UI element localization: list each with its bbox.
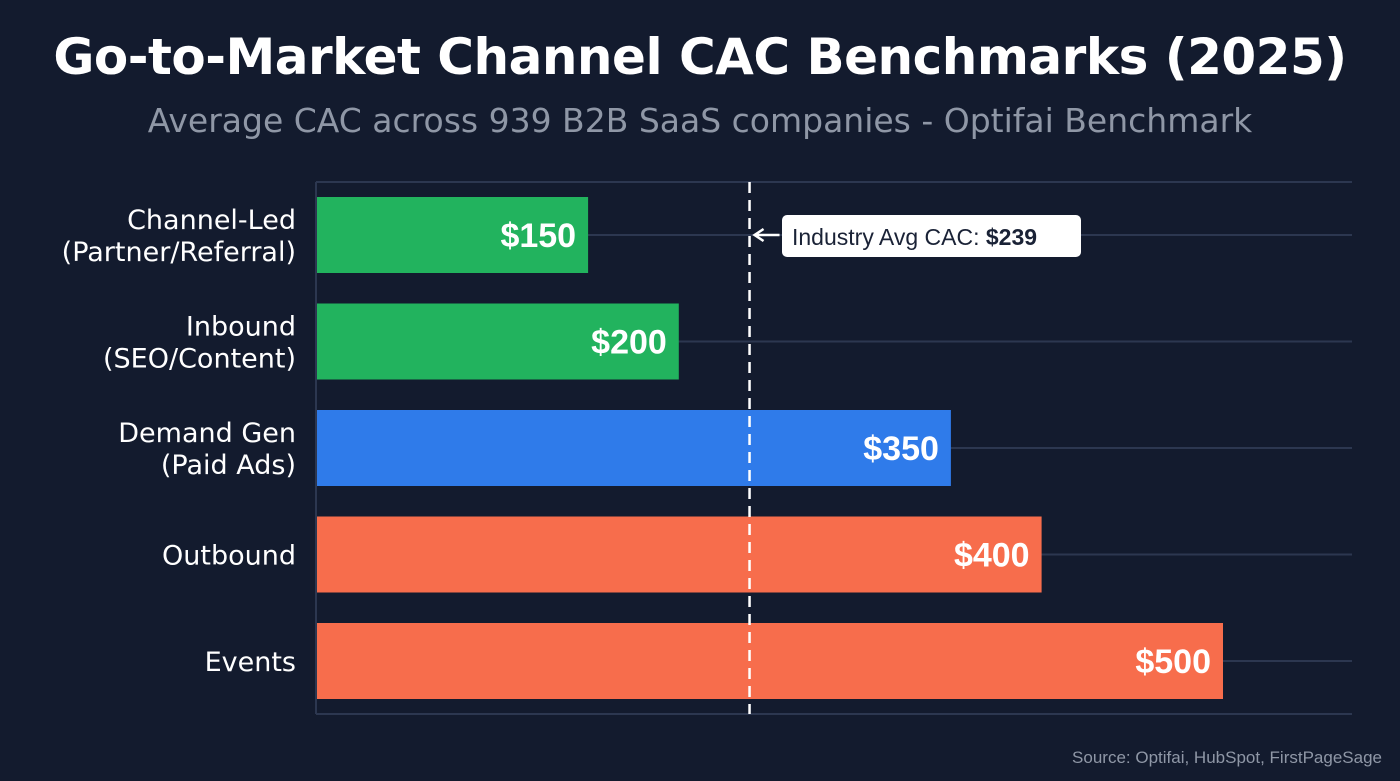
category-label: Inbound: [186, 312, 296, 343]
category-label: Events: [205, 647, 296, 678]
category-label: Demand Gen: [118, 418, 296, 449]
bar-value-label: $150: [500, 217, 576, 255]
category-label: (SEO/Content): [103, 344, 296, 375]
bar-value-label: $400: [954, 537, 1030, 575]
bar-value-label: $200: [591, 324, 667, 362]
bar-3: [317, 516, 1042, 593]
bar-0: [317, 197, 589, 273]
reference-label-text: Industry Avg CAC:: [792, 224, 986, 250]
source-note: Source: Optifai, HubSpot, FirstPageSage: [1072, 748, 1382, 767]
bar-2: [317, 410, 951, 486]
arrow-left-icon: [752, 227, 780, 243]
reference-annotation-label: Industry Avg CAC: $239: [792, 224, 1037, 250]
bar-value-label: $500: [1135, 643, 1211, 681]
category-label: Channel-Led: [127, 205, 296, 236]
reference-value-text: $239: [986, 224, 1037, 250]
category-label: (Paid Ads): [161, 450, 296, 481]
category-label: (Partner/Referral): [62, 237, 296, 268]
category-label: Outbound: [162, 541, 296, 572]
reference-annotation-box: [782, 215, 1081, 257]
chart-subtitle: Average CAC across 939 B2B SaaS companie…: [147, 101, 1253, 140]
chart-title: Go-to-Market Channel CAC Benchmarks (202…: [53, 28, 1347, 86]
bar-4: [317, 623, 1223, 699]
bar-value-label: $350: [863, 430, 939, 468]
bar-1: [317, 303, 679, 380]
